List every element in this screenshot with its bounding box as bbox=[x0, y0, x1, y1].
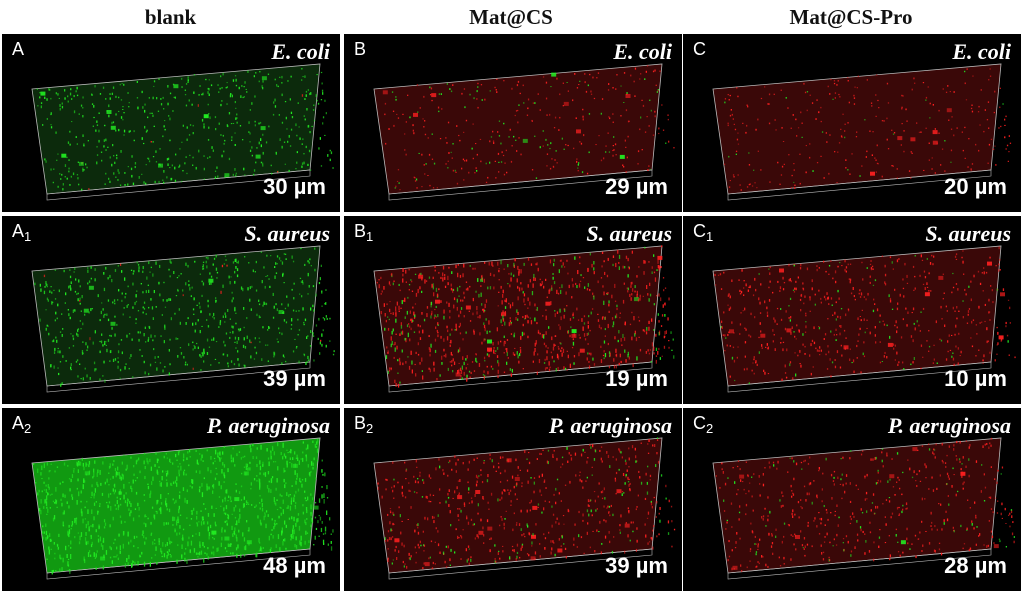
biofilm-3d-render bbox=[373, 245, 675, 393]
col-header-matcs: Mat@CS bbox=[469, 5, 553, 29]
panel-letter: B1 bbox=[354, 221, 374, 244]
fluorescence-speckles bbox=[377, 437, 676, 570]
panel-letter: B bbox=[354, 39, 367, 59]
biofilm-thickness: 10 µm bbox=[944, 366, 1007, 391]
species-label: P. aeruginosa bbox=[206, 413, 330, 438]
col-header-blank: blank bbox=[144, 5, 197, 29]
fluorescence-speckles bbox=[376, 245, 675, 388]
biofilm-3d-render bbox=[712, 245, 1016, 393]
panel-letter: A1 bbox=[12, 221, 32, 244]
fluorescence-speckles bbox=[34, 247, 335, 387]
biofilm-3d-render bbox=[712, 437, 1015, 580]
panel-letter: A bbox=[12, 39, 25, 59]
panel-letter: B2 bbox=[354, 413, 374, 436]
micrograph-panel: B E. coli 29 µm bbox=[344, 34, 682, 212]
fluorescence-speckles bbox=[714, 246, 1016, 384]
species-label: S. aureus bbox=[586, 221, 672, 246]
species-label: P. aeruginosa bbox=[548, 413, 672, 438]
biofilm-3d-render bbox=[31, 63, 334, 201]
species-label: S. aureus bbox=[925, 221, 1011, 246]
biofilm-3d-render bbox=[373, 63, 675, 201]
biofilm-thickness: 28 µm bbox=[944, 553, 1007, 578]
species-label: S. aureus bbox=[244, 221, 330, 246]
panel-letter: A2 bbox=[12, 413, 32, 436]
slab-edge bbox=[46, 361, 311, 393]
slab-edge bbox=[388, 361, 653, 393]
fluorescence-speckles bbox=[723, 68, 1012, 191]
biofilm-thickness: 20 µm bbox=[944, 174, 1007, 199]
micrograph-panel: C2 P. aeruginosa 28 µm bbox=[683, 408, 1021, 591]
biofilm-3d-render bbox=[712, 63, 1012, 201]
slab-edge bbox=[727, 169, 992, 201]
biofilm-thickness: 39 µm bbox=[263, 366, 326, 391]
species-label: E. coli bbox=[271, 39, 330, 64]
slab-edge bbox=[727, 548, 992, 580]
fluorescence-speckles bbox=[36, 68, 334, 191]
fluorescence-speckles bbox=[32, 439, 334, 575]
panel-letter: C1 bbox=[693, 221, 714, 244]
biofilm-thickness: 19 µm bbox=[605, 366, 668, 391]
biofilm-3d-render bbox=[31, 245, 335, 393]
micrograph-panel: B2 P. aeruginosa 39 µm bbox=[344, 408, 682, 591]
species-label: E. coli bbox=[952, 39, 1011, 64]
biofilm-thickness: 30 µm bbox=[263, 174, 326, 199]
species-label: E. coli bbox=[613, 39, 672, 64]
micrograph-panel: C E. coli 20 µm bbox=[683, 34, 1021, 212]
biofilm-thickness: 39 µm bbox=[605, 553, 668, 578]
micrograph-panel: C1 S. aureus 10 µm bbox=[683, 216, 1021, 404]
biofilm-thickness: 29 µm bbox=[605, 174, 668, 199]
slab-edge bbox=[46, 169, 311, 201]
micrograph-panel: A1 S. aureus 39 µm bbox=[2, 216, 340, 404]
slab-edge bbox=[388, 548, 653, 580]
biofilm-thickness: 48 µm bbox=[263, 553, 326, 578]
fluorescence-speckles bbox=[382, 65, 675, 191]
micrograph-panel: A E. coli 30 µm bbox=[2, 34, 340, 212]
slab-edge bbox=[388, 169, 653, 201]
panel-letter: C2 bbox=[693, 413, 714, 436]
slab-edge bbox=[46, 548, 311, 580]
panel-letter: C bbox=[693, 39, 706, 59]
col-header-matcs-pro: Mat@CS-Pro bbox=[789, 5, 913, 29]
biofilm-3d-render bbox=[31, 437, 334, 580]
micrograph-panel: A2 P. aeruginosa 48 µm bbox=[2, 408, 340, 591]
biofilm-3d-render bbox=[373, 437, 676, 580]
micrograph-panel: B1 S. aureus 19 µm bbox=[344, 216, 682, 404]
fluorescence-speckles bbox=[715, 437, 1015, 573]
species-label: P. aeruginosa bbox=[887, 413, 1011, 438]
